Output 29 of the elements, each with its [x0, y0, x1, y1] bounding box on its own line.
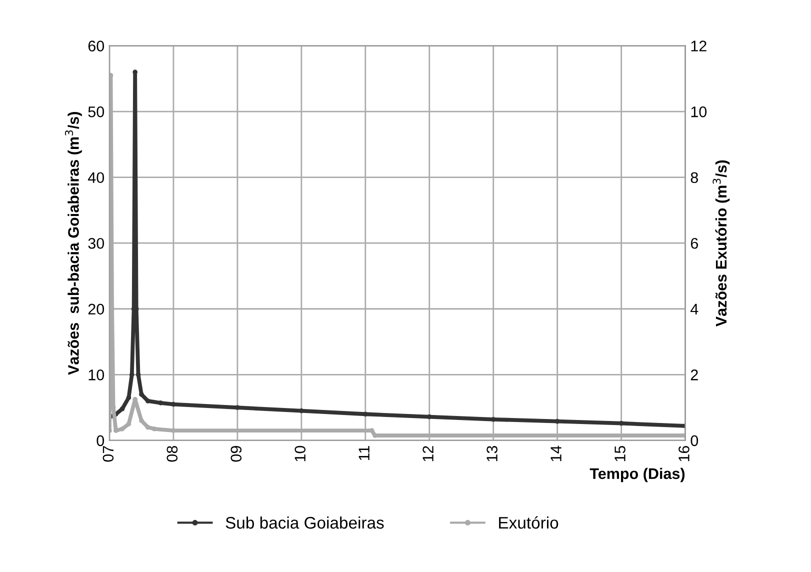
- y-tick-label: 60: [88, 40, 104, 52]
- x-tick-label: 09: [230, 446, 242, 462]
- x-tick-label: 14: [550, 446, 562, 462]
- x-axis-title: Tempo (Dias): [590, 468, 685, 482]
- x-tick-label: 13: [486, 446, 498, 462]
- y-tick-label: 50: [88, 106, 104, 118]
- y2-tick-label: 8: [690, 172, 698, 184]
- legend-label: Sub bacia Goiabeiras: [226, 516, 384, 529]
- y2-tick-label: 0: [690, 435, 698, 446]
- legend-label: Exutório: [499, 516, 558, 529]
- y2-tick-label: 6: [690, 238, 698, 249]
- y-tick-label: 30: [88, 238, 104, 249]
- y2-tick-label: 10: [691, 106, 707, 118]
- x-tick-label: 11: [358, 446, 370, 460]
- x-tick-label: 10: [294, 446, 306, 462]
- x-tick-label: 15: [614, 446, 626, 462]
- y2-axis-title: Vazões Exutório (m$^{3}$/s): [712, 160, 730, 326]
- y-tick-label: 0: [96, 435, 104, 446]
- x-tick-label: 07: [102, 446, 114, 462]
- x-tick-label: 12: [422, 446, 434, 462]
- y-tick-label: 10: [88, 370, 104, 380]
- x-tick-label: 16: [678, 446, 690, 462]
- y-tick-label: 40: [88, 172, 104, 184]
- y-tick-label: 20: [88, 304, 104, 315]
- y2-tick-label: 2: [690, 370, 698, 380]
- y-axis-title: Vazões sub-bacia Goiabeiras (m$^{3}$/s): [64, 112, 82, 375]
- y2-tick-label: 12: [691, 40, 706, 52]
- x-tick-label: 08: [166, 446, 178, 462]
- y2-tick-label: 4: [690, 304, 698, 314]
